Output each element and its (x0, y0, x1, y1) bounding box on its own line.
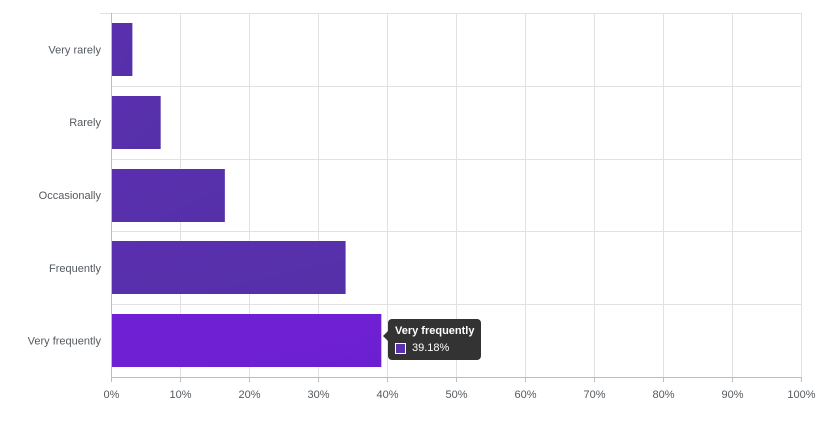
tooltip-title: Very frequently (395, 325, 475, 337)
bar-rarely (112, 96, 161, 149)
bars-group (112, 23, 382, 367)
tooltip-value: 39.18% (412, 342, 450, 354)
x-tick-label: 80% (652, 389, 674, 401)
x-tick-label: 20% (238, 389, 260, 401)
category-label: Frequently (49, 263, 101, 275)
category-labels: Very rarely Rarely Occasionally Frequently V… (28, 44, 102, 347)
category-label: Occasionally (39, 190, 102, 202)
x-tick-label: 50% (445, 389, 467, 401)
category-label: Very frequently (28, 336, 102, 348)
x-tick-label: 30% (307, 389, 329, 401)
bar-frequently (112, 241, 346, 294)
x-tick-label: 60% (514, 389, 536, 401)
tooltip: Very frequently 39.18% (383, 319, 482, 360)
x-tick-label: 0% (104, 389, 120, 401)
x-tick-label: 70% (583, 389, 605, 401)
tooltip-row: 39.18% (395, 342, 474, 354)
x-axis-ticks: 0% 10% 20% 30% 40% 50% 60% 70% 80% 90% 100% (104, 377, 816, 401)
x-tick-label: 10% (169, 389, 191, 401)
bar-very-frequently (112, 314, 382, 367)
bar-occasionally (112, 169, 225, 222)
tooltip-swatch (395, 342, 406, 354)
category-label: Rarely (69, 117, 101, 129)
tooltip-arrow (383, 331, 388, 341)
bar-very-rarely (112, 23, 133, 76)
x-tick-label: 40% (376, 389, 398, 401)
grid-lines (100, 13, 802, 378)
category-label: Very rarely (48, 44, 101, 56)
x-tick-label: 100% (787, 389, 815, 401)
x-tick-label: 90% (721, 389, 743, 401)
